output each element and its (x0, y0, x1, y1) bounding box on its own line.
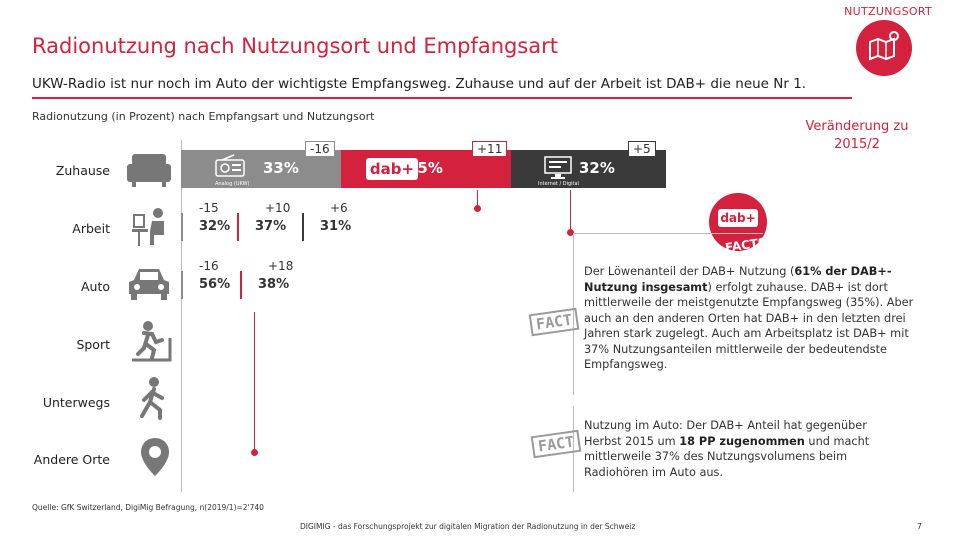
value-label-ukw-2: 56% (199, 277, 231, 292)
desk-worker-icon (132, 208, 164, 246)
radio-icon (214, 154, 246, 178)
category-label-zuhause: Zuhause (55, 163, 110, 178)
walking-icon (140, 377, 164, 420)
fact-separator-2 (573, 233, 763, 234)
change-legend-label: Veränderung zu 2015/2 (805, 119, 909, 152)
fact2-post: und macht mittlerweile 37% des Nutzungsv… (584, 434, 870, 479)
bar-internet-1 (302, 213, 356, 241)
car-icon (129, 269, 169, 300)
value-label-ukw-0: 33% (263, 159, 299, 177)
map-pin-icon (869, 31, 899, 61)
category-label-andere-orte: Andere Orte (33, 452, 110, 467)
category-label-unterwegs: Unterwegs (42, 395, 110, 410)
footer-project: DIGIMIG - das Forschungsprojekt zur digi… (300, 522, 636, 531)
fact1-bold: 61% der DAB+-Nutzung insgesamt (584, 265, 892, 294)
value-label-internet-0: 32% (579, 159, 615, 177)
chart-axis (181, 140, 182, 492)
fact1-pre: Der Löwenanteil der DAB+ Nutzung ( (584, 265, 795, 278)
chart-title: Radionutzung (in Prozent) nach Empfangsa… (32, 110, 375, 123)
computer-icon (543, 155, 573, 181)
connector-auto-dot (251, 449, 258, 456)
change-label-ukw-1: -15 (199, 201, 219, 215)
change-label-dab-1: +10 (265, 201, 291, 215)
bar-ukw-1 (181, 213, 237, 241)
bar-dab-2 (240, 271, 280, 299)
category-label-arbeit: Arbeit (72, 221, 110, 236)
value-label-dab-1: 37% (255, 219, 287, 234)
page-subtitle: UKW-Radio ist nur noch im Auto der wicht… (32, 76, 807, 92)
section-tag: NUTZUNGSORT (844, 5, 932, 18)
connector-internet (570, 190, 571, 232)
fact-separator-1 (573, 233, 574, 395)
fact-separator-3 (573, 406, 574, 492)
change-label-dab-0: +11 (472, 141, 508, 157)
connector-auto (254, 312, 255, 452)
fact2-pre: Nutzung im Auto: Der DAB+ Anteil hat geg… (584, 419, 867, 448)
title-underline (32, 97, 852, 99)
bar-dab-1 (237, 213, 302, 241)
change-label-dab-2: +18 (268, 259, 294, 273)
sofa-icon (127, 154, 171, 187)
dab-badge-logo: dab+ (718, 209, 758, 227)
value-label-internet-1: 31% (320, 219, 352, 234)
change-label-ukw-2: -16 (199, 259, 219, 273)
page-title: Radionutzung nach Nutzungsort und Empfan… (32, 34, 559, 58)
treadmill-icon (132, 321, 172, 362)
fact1-post: ) erfolgt zuhause. DAB+ ist dort mittler… (584, 280, 914, 372)
change-label-internet-0: +5 (628, 141, 656, 157)
footer-source: Quelle: GfK Switzerland, DigiMig Befragu… (32, 503, 264, 512)
value-label-ukw-1: 32% (199, 219, 231, 234)
fact2-bold: 18 PP zugenommen (679, 434, 805, 448)
change-label-internet-1: +6 (330, 201, 348, 215)
analog-caption: Analog (UKW) (215, 181, 250, 187)
category-label-auto: Auto (80, 279, 110, 294)
value-label-dab-2: 38% (258, 277, 290, 292)
map-badge-icon (856, 20, 912, 76)
connector-dab-dot (474, 205, 481, 212)
location-pin-icon (141, 438, 169, 476)
change-label-ukw-0: -16 (305, 141, 335, 157)
internet-caption: Internet / Digital (538, 181, 579, 187)
dab-logo: dab+ (366, 158, 418, 180)
bar-ukw-2 (181, 271, 240, 299)
fact-text-1: Der Löwenanteil der DAB+ Nutzung (61% de… (584, 264, 914, 373)
connector-internet-dot (567, 229, 574, 236)
page-number: 7 (916, 522, 922, 531)
category-label-sport: Sport (76, 337, 110, 352)
connector-dab (477, 190, 478, 208)
fact-text-2: Nutzung im Auto: Der DAB+ Anteil hat geg… (584, 418, 904, 480)
